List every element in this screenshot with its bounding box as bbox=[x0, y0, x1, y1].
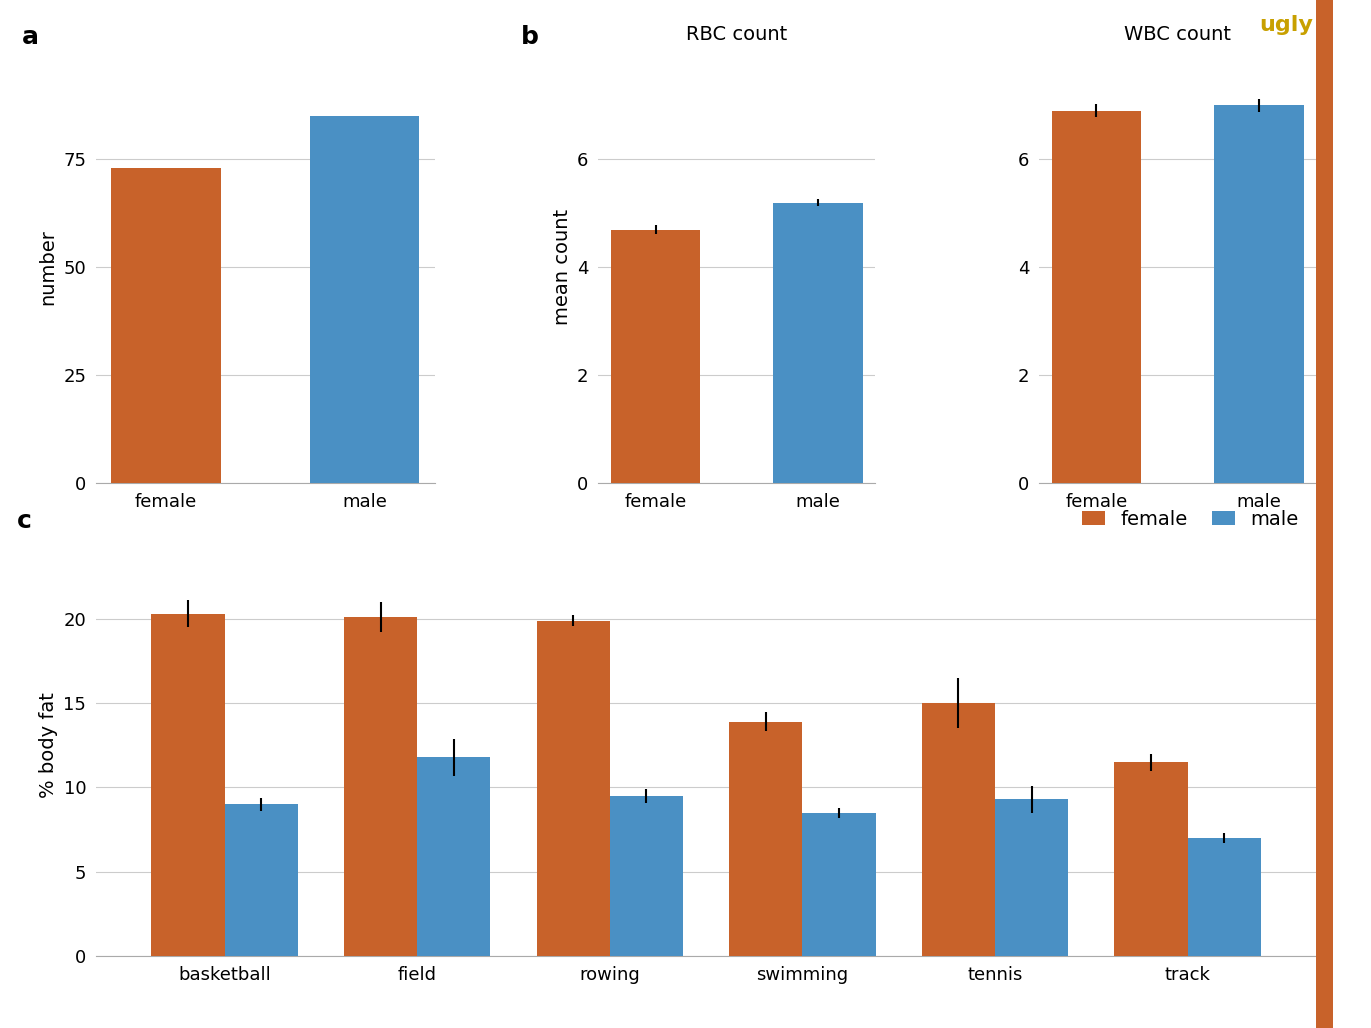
Text: a: a bbox=[22, 26, 38, 49]
Bar bbox=[310, 116, 420, 483]
Bar bbox=[344, 617, 417, 956]
Title: WBC count: WBC count bbox=[1124, 26, 1231, 44]
Text: b: b bbox=[521, 26, 539, 49]
Bar bbox=[802, 813, 876, 956]
Bar bbox=[1215, 106, 1304, 483]
Bar bbox=[773, 203, 862, 483]
Bar bbox=[536, 621, 610, 956]
Bar bbox=[995, 799, 1068, 956]
Bar bbox=[729, 722, 802, 956]
Bar bbox=[1052, 111, 1141, 483]
Legend: female, male: female, male bbox=[1075, 502, 1307, 537]
Bar bbox=[611, 229, 701, 483]
Bar bbox=[610, 796, 683, 956]
Bar bbox=[1187, 838, 1261, 956]
Bar bbox=[1115, 762, 1187, 956]
Y-axis label: number: number bbox=[38, 229, 58, 305]
Text: c: c bbox=[16, 509, 32, 534]
Bar bbox=[151, 614, 225, 956]
Bar bbox=[417, 757, 491, 956]
Y-axis label: mean count: mean count bbox=[553, 210, 572, 325]
Bar bbox=[921, 703, 995, 956]
Bar bbox=[225, 804, 298, 956]
Bar bbox=[111, 168, 221, 483]
Text: ugly: ugly bbox=[1260, 15, 1313, 35]
Y-axis label: % body fat: % body fat bbox=[38, 693, 58, 798]
Title: RBC count: RBC count bbox=[687, 26, 787, 44]
